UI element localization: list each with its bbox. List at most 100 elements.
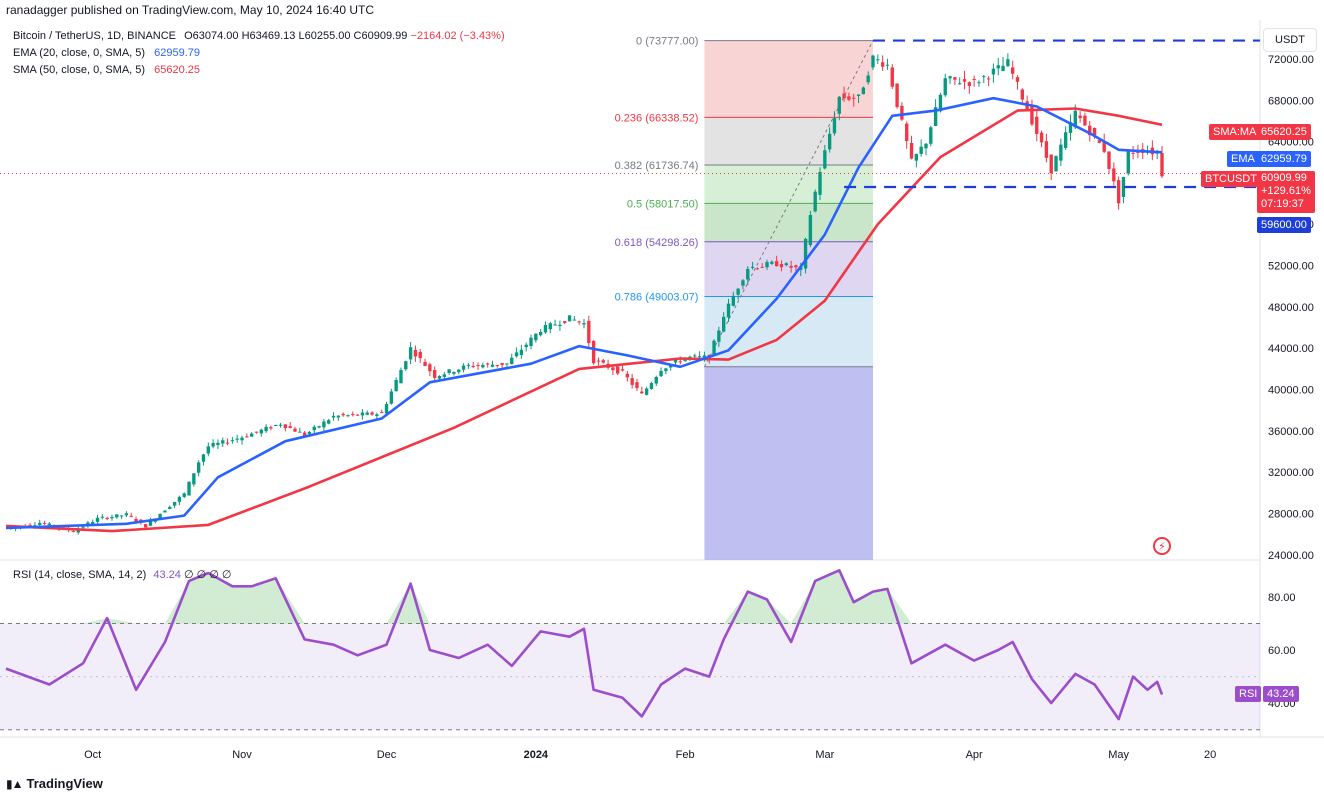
candle-body	[505, 363, 509, 365]
change-value: −2164.02 (−3.43%)	[410, 30, 505, 42]
candle-body	[924, 143, 928, 149]
candle-body	[577, 321, 581, 323]
candle-body	[885, 64, 890, 66]
candle-body	[1107, 151, 1111, 169]
rsi-legend[interactable]: RSI (14, close, SMA, 14, 2) 43.24 ∅ ∅ ∅ …	[13, 568, 231, 581]
rsi-overbought-fill	[208, 572, 233, 624]
candle-body	[558, 324, 562, 327]
candle-body	[972, 78, 976, 80]
last-price-tag: 60909.99 +129.61% 07:19:37	[1257, 171, 1315, 213]
price-axis-tick: 40000.00	[1268, 385, 1314, 397]
candle-body	[673, 359, 678, 363]
candle-body	[808, 215, 813, 245]
rsi-overbought-fill	[251, 578, 276, 624]
price-axis-tick: 44000.00	[1268, 343, 1314, 355]
footer-brand-text: TradingView	[26, 776, 103, 791]
ohlc-values: O63074.00 H63469.13 L60255.00 C60909.99 …	[184, 30, 505, 42]
candle-body	[977, 82, 981, 84]
candle-body	[346, 415, 350, 417]
candle-body	[852, 97, 856, 99]
candle-body	[249, 433, 254, 437]
candle-body	[914, 154, 919, 161]
candle-body	[1035, 116, 1039, 134]
candle-body	[1112, 168, 1116, 182]
candle-body	[336, 415, 341, 418]
candle-body	[943, 78, 947, 96]
candle-body	[596, 360, 601, 362]
candle-body	[649, 383, 654, 389]
rsi-legend-label: RSI (14, close, SMA, 14, 2)	[13, 569, 147, 581]
rsi-overbought-fill	[873, 588, 888, 624]
rsi-overbought-fill	[747, 591, 768, 624]
price-axis-tick: 68000.00	[1268, 95, 1314, 107]
bar-countdown: 07:19:37	[1261, 198, 1304, 210]
candle-body	[302, 432, 307, 436]
ema-legend[interactable]: EMA (20, close, 0, SMA, 5) 62959.79	[13, 47, 200, 59]
candle-body	[774, 261, 779, 267]
candle-body	[71, 531, 76, 533]
candle-body	[365, 412, 369, 415]
candle-body	[948, 76, 952, 79]
candle-body	[1097, 140, 1102, 143]
candle-body	[1039, 132, 1044, 143]
candle-body	[731, 295, 736, 306]
candle-body	[1006, 59, 1010, 67]
candle-body	[933, 107, 938, 126]
candle-body	[47, 523, 52, 526]
candle-body	[91, 522, 95, 525]
candle-body	[230, 440, 235, 442]
candle-body	[1015, 77, 1020, 82]
candle-body	[143, 524, 148, 528]
rsi-overbought-fill	[83, 618, 108, 624]
candle-body	[168, 506, 172, 509]
candle-body	[837, 96, 841, 114]
footer-brand[interactable]: ▮▲ TradingView	[6, 776, 103, 791]
candle-body	[485, 363, 490, 365]
candle-body	[288, 426, 292, 428]
ema-axis-name-tag: EMA	[1227, 151, 1259, 167]
time-axis-tick: Nov	[232, 749, 252, 761]
candle-body	[283, 424, 288, 429]
candle-body	[211, 443, 215, 447]
candle-body	[177, 496, 182, 502]
fib-level-label: 0.786 (49003.07)	[615, 292, 699, 304]
candle-body	[317, 426, 321, 428]
candle-body	[457, 369, 461, 373]
candle-body	[278, 424, 283, 426]
ema-legend-label: EMA (20, close, 0, SMA, 5)	[13, 47, 146, 59]
candle-body	[452, 372, 456, 374]
close-value: C60909.99	[353, 30, 408, 42]
candle-body	[847, 96, 851, 100]
candle-body	[355, 414, 360, 416]
sma-legend[interactable]: SMA (50, close, 0, SMA, 5) 65620.25	[13, 64, 200, 76]
candle-body	[404, 361, 408, 370]
candle-body	[481, 365, 485, 368]
sma-legend-label: SMA (50, close, 0, SMA, 5)	[13, 64, 146, 76]
candle-body	[399, 369, 403, 384]
ema-20-line	[5, 96, 1163, 530]
candle-body	[866, 75, 870, 83]
currency-button[interactable]: USDT	[1263, 28, 1317, 52]
candle-body	[408, 347, 413, 360]
publisher-line: ranadagger published on TradingView.com,…	[6, 3, 375, 17]
candle-body	[196, 462, 201, 473]
price-axis-tick: 36000.00	[1268, 426, 1314, 438]
candle-body	[755, 268, 760, 270]
candle-body	[274, 424, 278, 426]
candle-body	[765, 261, 769, 268]
rsi-overbought-fill	[887, 588, 912, 624]
lightning-icon[interactable]: ⚡	[1153, 537, 1171, 555]
candle-body	[654, 377, 658, 384]
last-price-change: +129.61%	[1261, 185, 1311, 197]
candle-body	[688, 356, 692, 358]
rsi-overbought-fill	[839, 570, 854, 624]
candle-body	[490, 364, 495, 367]
candle-body	[95, 517, 100, 522]
candle-body	[827, 133, 832, 150]
candle-body	[264, 426, 268, 432]
candle-body	[500, 363, 504, 365]
candle-body	[519, 349, 524, 356]
candle-body	[259, 429, 263, 434]
candle-body	[616, 366, 620, 374]
